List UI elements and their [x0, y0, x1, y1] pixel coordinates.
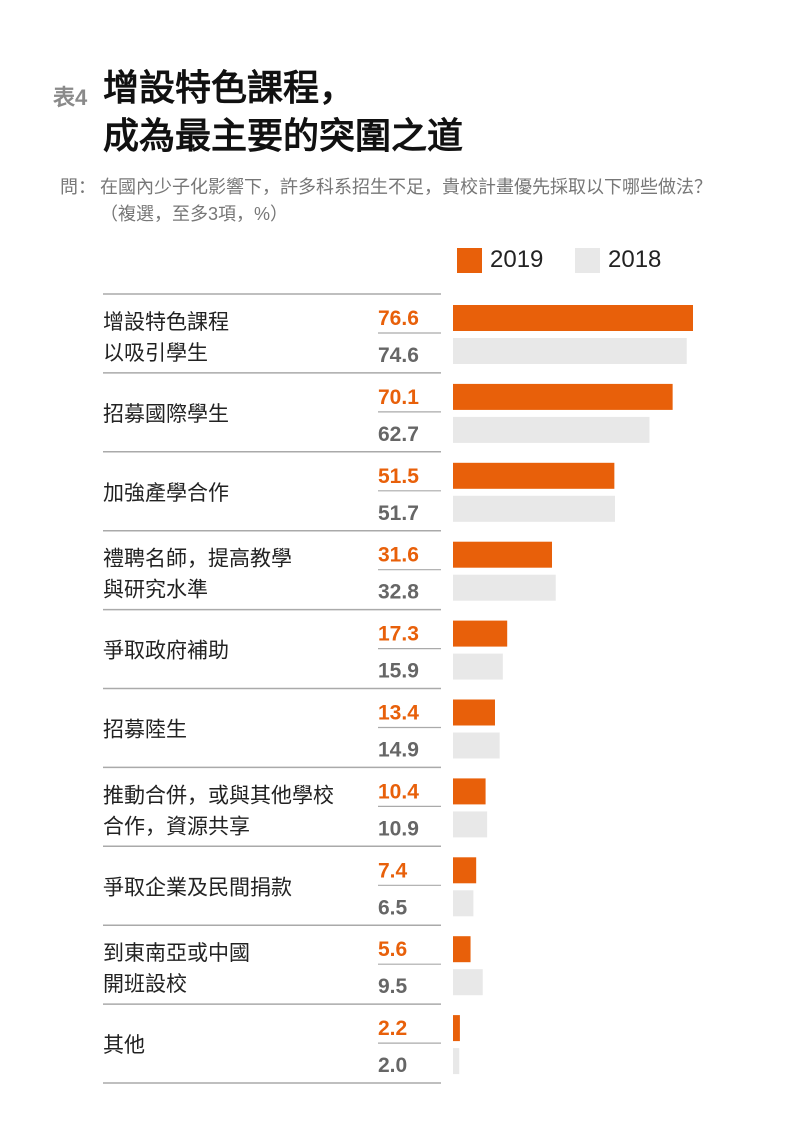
- chart-title: 增設特色課程， 成為最主要的突圍之道: [103, 64, 463, 160]
- value-label-2018: 9.5: [378, 975, 408, 998]
- value-label-2018: 51.7: [378, 502, 419, 525]
- bar-2018: [453, 1048, 460, 1075]
- legend-label-2018: 2018: [608, 246, 662, 273]
- question-text: 在國內少子化影響下，許多科系招生不足，貴校計畫優先採取以下哪些做法？（複選，至多…: [100, 177, 712, 224]
- bar-2019: [453, 857, 477, 884]
- category-label: 招募陸生: [103, 719, 187, 742]
- value-label-2018: 6.5: [378, 896, 408, 919]
- value-label-2018: 14.9: [378, 739, 419, 762]
- value-label-2019: 70.1: [378, 386, 419, 409]
- category-label: 推動合併，或與其他學校: [103, 784, 334, 807]
- value-label-2019: 10.4: [378, 780, 419, 803]
- category-label: 招募國際學生: [103, 403, 229, 426]
- legend-2018: 2018: [575, 246, 661, 274]
- bar-2018: [453, 732, 500, 759]
- bar-2019: [453, 1015, 460, 1042]
- bar-2019: [453, 620, 508, 647]
- category-label: 爭取企業及民間捐款: [103, 876, 292, 899]
- value-label-2018: 62.7: [378, 423, 419, 446]
- bar-2018: [453, 338, 687, 364]
- question-label: 問：: [60, 177, 96, 197]
- category-label: 合作，資源共享: [103, 815, 250, 838]
- table-number: 表4: [53, 85, 88, 110]
- title-line-1: 增設特色課程，: [103, 67, 356, 108]
- value-label-2019: 7.4: [378, 859, 408, 882]
- bar-2019: [453, 541, 553, 568]
- value-label-2019: 2.2: [378, 1017, 407, 1040]
- value-label-2018: 74.6: [378, 344, 419, 367]
- legend-2019: 2019: [457, 246, 543, 274]
- value-label-2019: 5.6: [378, 938, 407, 961]
- bar-2019: [453, 936, 471, 963]
- category-label: 爭取政府補助: [103, 640, 229, 663]
- bar-2019: [453, 778, 486, 805]
- category-label: 加強產學合作: [103, 482, 229, 505]
- value-label-2019: 13.4: [378, 702, 419, 725]
- bar-2018: [453, 495, 615, 522]
- value-label-2019: 51.5: [378, 465, 419, 488]
- bar-2018: [453, 969, 483, 996]
- value-label-2018: 2.0: [378, 1054, 407, 1077]
- title-line-2: 成為最主要的突圍之道: [103, 115, 464, 156]
- bar-2018: [453, 574, 556, 601]
- value-label-2018: 10.9: [378, 817, 419, 840]
- value-label-2019: 31.6: [378, 544, 419, 567]
- bar-2018: [453, 416, 650, 443]
- category-label: 以吸引學生: [103, 342, 208, 365]
- value-label-2018: 15.9: [378, 660, 419, 683]
- bar-2019: [453, 699, 495, 726]
- legend-swatch-2019: [457, 247, 482, 273]
- category-label: 與研究水準: [103, 579, 208, 602]
- category-label: 其他: [103, 1034, 145, 1057]
- value-label-2019: 17.3: [378, 623, 419, 646]
- bar-2019: [453, 305, 693, 331]
- category-label: 禮聘名師，提高教學: [103, 548, 292, 571]
- category-label: 到東南亞或中國: [103, 942, 250, 965]
- category-label: 增設特色課程: [103, 311, 229, 334]
- bar-2018: [453, 890, 474, 917]
- legend-label-2019: 2019: [490, 246, 544, 273]
- legend-swatch-2018: [575, 247, 600, 273]
- value-label-2018: 32.8: [378, 581, 419, 604]
- bar-2018: [453, 653, 503, 680]
- bar-2019: [453, 383, 673, 410]
- value-label-2019: 76.6: [378, 307, 419, 330]
- category-label: 開班設校: [103, 973, 187, 996]
- bar-2019: [453, 462, 615, 489]
- bar-2018: [453, 811, 488, 838]
